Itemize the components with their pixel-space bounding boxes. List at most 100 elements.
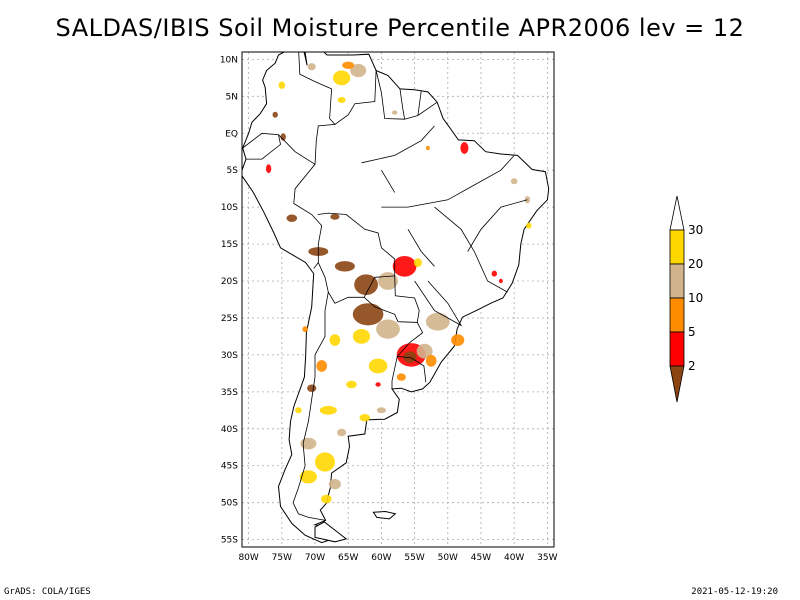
- border-line: [242, 132, 281, 160]
- percentile-patch: [425, 145, 430, 151]
- colorbar-legend: 30 20 10 5 2: [669, 195, 703, 403]
- percentile-patch: [316, 360, 328, 372]
- colorbar-level-label: 20: [688, 257, 703, 271]
- percentile-patch: [307, 63, 316, 71]
- percentile-patch: [295, 407, 302, 414]
- lat-tick-label: 10N: [220, 55, 238, 65]
- percentile-patch: [315, 452, 335, 472]
- lon-tick-label: 35W: [537, 553, 557, 563]
- percentile-patch: [321, 494, 332, 504]
- border-line: [381, 155, 515, 208]
- percentile-patch: [526, 222, 532, 229]
- colorbar-box-orange: [669, 297, 685, 333]
- percentile-patch: [510, 178, 518, 185]
- percentile-patch: [329, 334, 341, 346]
- lat-tick-label: 5N: [226, 92, 238, 102]
- percentile-patch: [416, 343, 433, 359]
- lat-tick-label: 55S: [221, 536, 238, 546]
- tierra-del-fuego: [314, 521, 348, 543]
- percentile-patch: [352, 303, 384, 326]
- percentile-patch: [302, 326, 308, 333]
- border-line: [399, 88, 405, 120]
- percentile-patch: [376, 319, 400, 339]
- percentile-patch: [337, 97, 346, 103]
- percentile-patch: [319, 405, 337, 415]
- lon-tick-label: 60W: [371, 553, 391, 563]
- border-line: [381, 169, 396, 193]
- percentile-patch: [375, 382, 381, 387]
- percentile-patch: [299, 470, 317, 484]
- country-borders: [242, 52, 528, 521]
- percentile-patch: [396, 373, 406, 381]
- border-line: [417, 91, 422, 116]
- lon-tick-label: 80W: [238, 553, 258, 563]
- colorbar-box-gold: [669, 229, 685, 265]
- percentile-patch: [300, 437, 317, 450]
- colorbar-level-label: 30: [688, 223, 703, 237]
- lon-tick-label: 40W: [504, 553, 524, 563]
- colorbar-top-arrow: [669, 195, 685, 231]
- percentile-patch: [498, 278, 503, 284]
- colorbar-level-label: 10: [688, 291, 703, 305]
- border-line: [391, 356, 398, 389]
- lon-tick-label: 50W: [438, 553, 458, 563]
- percentile-patch: [460, 142, 469, 154]
- lon-tick-label: 55W: [404, 553, 424, 563]
- map-title: SALDAS/IBIS Soil Moisture Percentile APR…: [55, 14, 745, 42]
- lat-tick-label: 20S: [221, 277, 238, 287]
- percentile-patch: [425, 312, 450, 331]
- percentile-patch: [359, 414, 371, 422]
- footer-credit: GrADS: COLA/IGES: [4, 587, 91, 597]
- percentile-patch: [286, 214, 298, 222]
- longitude-tick-labels: 80W 75W 70W 65W 60W 55W 50W 45W 40W 35W: [238, 553, 557, 563]
- percentile-patch: [368, 358, 388, 374]
- lat-tick-label: 10S: [221, 203, 238, 213]
- percentile-patch: [342, 61, 355, 69]
- percentile-patch: [403, 351, 417, 363]
- percentile-patch: [354, 274, 378, 296]
- lat-tick-label: 25S: [221, 314, 238, 324]
- percentile-patch: [337, 428, 347, 437]
- border-line: [414, 280, 463, 327]
- percentile-patch: [334, 261, 355, 272]
- colorbar-level-label: 5: [688, 325, 696, 339]
- lon-tick-label: 65W: [338, 553, 358, 563]
- lat-tick-label: 30S: [221, 351, 238, 361]
- latitude-tick-labels: 10N 5N EQ 5S 10S 15S 20S 25S 30S 35S 40S 45S 50S 55S: [220, 55, 238, 545]
- percentile-patch: [425, 354, 437, 367]
- colorbar-bottom-arrow: [669, 365, 685, 403]
- percentile-patch: [352, 329, 371, 344]
- percentile-patch: [307, 384, 317, 392]
- percentile-patch: [278, 81, 286, 89]
- percentile-patch: [333, 70, 351, 86]
- lat-tick-label: 5S: [227, 166, 239, 176]
- colorbar-level-label: 2: [688, 359, 696, 373]
- percentile-patch: [392, 110, 398, 115]
- lat-tick-label: 50S: [221, 499, 238, 509]
- percentile-patch: [280, 133, 286, 141]
- border-line: [407, 229, 435, 267]
- lat-tick-label: EQ: [225, 129, 238, 139]
- lat-tick-label: 35S: [221, 388, 238, 398]
- lat-tick-label: 45S: [221, 462, 238, 472]
- border-line: [467, 199, 528, 252]
- percentile-patch: [350, 63, 367, 78]
- percentile-patch: [265, 164, 272, 174]
- border-line: [278, 134, 323, 269]
- percentile-patch: [330, 213, 340, 220]
- south-america-coastline: [242, 52, 550, 544]
- colorbar-box-tan: [669, 263, 685, 299]
- colorbar-box-red: [669, 331, 685, 367]
- border-line: [434, 206, 508, 293]
- lon-tick-label: 75W: [272, 553, 292, 563]
- footer-timestamp: 2021-05-12-19:20: [691, 587, 778, 597]
- falkland-islands: [372, 510, 397, 520]
- lat-tick-label: 15S: [221, 240, 238, 250]
- border-line: [334, 70, 377, 125]
- border-line: [375, 70, 438, 120]
- lon-tick-label: 70W: [305, 553, 325, 563]
- map-frame: [241, 51, 555, 548]
- lon-tick-label: 45W: [471, 553, 491, 563]
- border-line: [298, 52, 336, 165]
